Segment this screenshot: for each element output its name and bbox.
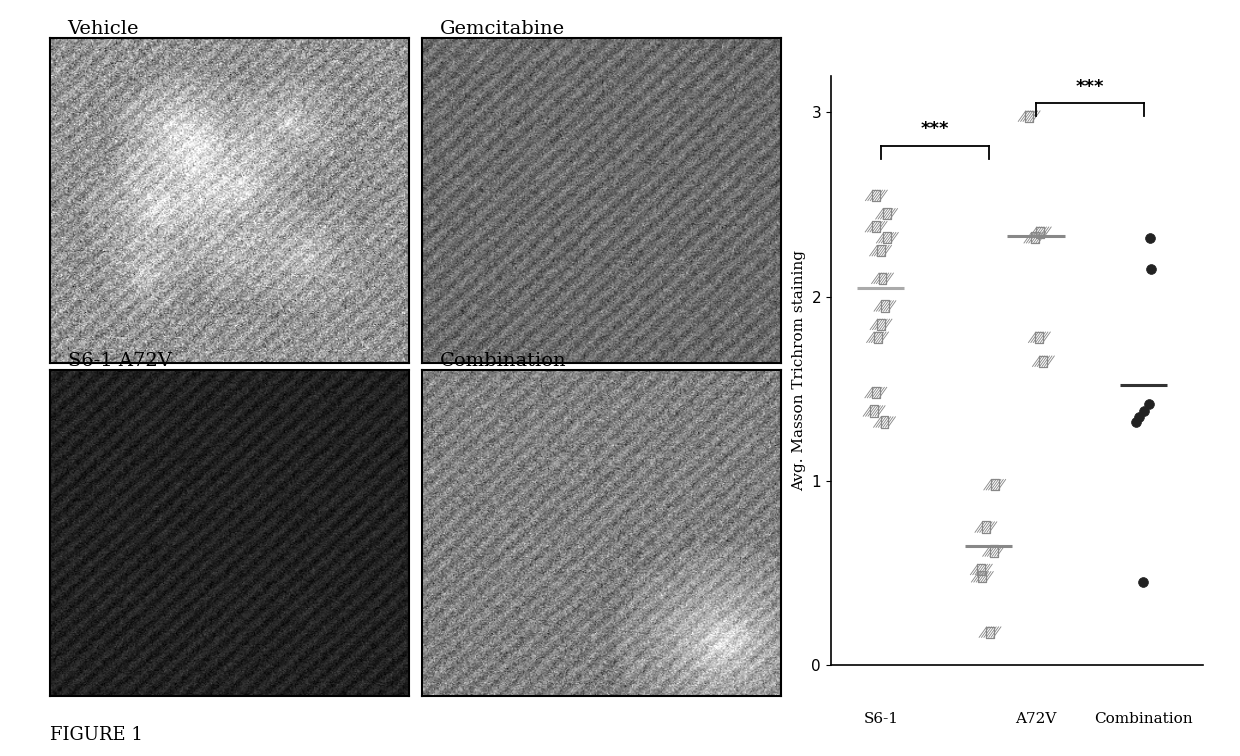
Text: S6-1: S6-1: [863, 712, 898, 727]
Text: Combination: Combination: [1095, 712, 1193, 727]
Text: Combination: Combination: [440, 352, 567, 370]
Text: Gemcitabine: Gemcitabine: [440, 20, 564, 38]
Point: [1141, 263, 1161, 275]
Point: [1140, 232, 1159, 244]
Point: [1135, 405, 1154, 417]
Text: ***: ***: [1075, 78, 1104, 96]
Text: A72V: A72V: [1016, 712, 1056, 727]
Point: [1140, 398, 1159, 410]
Text: Vehicle: Vehicle: [67, 20, 139, 38]
Point: [1130, 411, 1149, 423]
Text: ***: ***: [920, 120, 949, 138]
Text: S6-1 A72V: S6-1 A72V: [67, 352, 171, 370]
Point: [1126, 416, 1146, 428]
Text: FIGURE 1: FIGURE 1: [50, 726, 143, 744]
Y-axis label: Avg. Masson Trichrom staining: Avg. Masson Trichrom staining: [792, 250, 806, 491]
Point: [1132, 576, 1152, 588]
